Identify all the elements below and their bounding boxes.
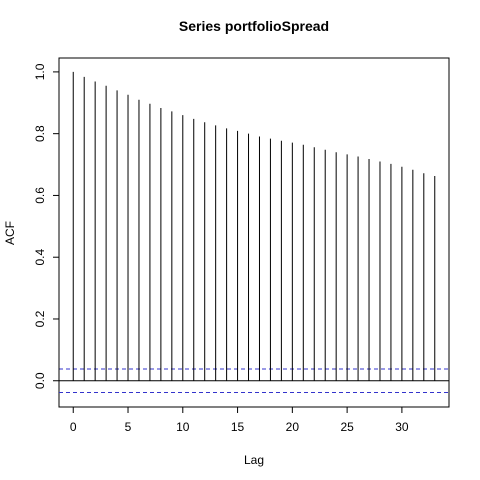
y-tick-label: 0.6 (33, 187, 47, 204)
x-tick-label: 15 (231, 420, 245, 434)
y-axis: 0.0 0.2 0.4 0.6 0.8 1.0 (33, 63, 59, 389)
y-tick-label: 0.4 (33, 249, 47, 266)
y-tick-label: 0.0 (33, 372, 47, 389)
y-tick-label: 0.8 (33, 125, 47, 142)
x-tick-label: 5 (125, 420, 132, 434)
x-tick-label: 0 (70, 420, 77, 434)
x-axis: 0 5 10 15 20 25 30 (70, 407, 409, 434)
y-axis-label: ACF (3, 221, 17, 245)
acf-bars (73, 72, 435, 381)
y-tick-label: 1.0 (33, 63, 47, 80)
chart-title: Series portfolioSpread (179, 18, 329, 34)
x-tick-label: 30 (395, 420, 409, 434)
x-tick-label: 10 (176, 420, 190, 434)
y-tick-label: 0.2 (33, 310, 47, 327)
x-axis-label: Lag (244, 453, 264, 467)
x-tick-label: 20 (286, 420, 300, 434)
x-tick-label: 25 (340, 420, 354, 434)
